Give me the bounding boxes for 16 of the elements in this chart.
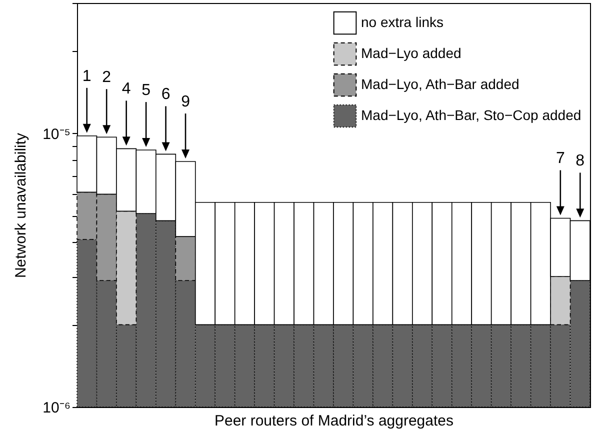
y-tick-label: 10⁻⁵: [42, 126, 70, 143]
x-tick-label: 2: [102, 69, 112, 86]
legend-label: no extra links: [361, 14, 444, 30]
x-tick-label: 1: [82, 68, 92, 85]
x-tick-label: 8: [576, 152, 585, 170]
x-tick-label: 9: [181, 93, 190, 110]
y-tick-label: 10⁻⁶: [42, 400, 70, 416]
x-tick-label: 7: [556, 150, 565, 168]
legend-label: Mad−Lyo, Ath−Bar, Sto−Cop added: [361, 107, 582, 123]
x-tick-label: 5: [142, 82, 151, 100]
x-tick-label: 6: [161, 86, 170, 104]
y-axis-title: Network unavailability: [12, 132, 30, 278]
x-axis-title: Peer routers of Madrid’s aggregates: [214, 412, 454, 430]
x-tick-label: 4: [122, 80, 131, 98]
legend-label: Mad−Lyo added: [361, 45, 462, 61]
legend-label: Mad−Lyo, Ath−Bar added: [361, 76, 520, 92]
